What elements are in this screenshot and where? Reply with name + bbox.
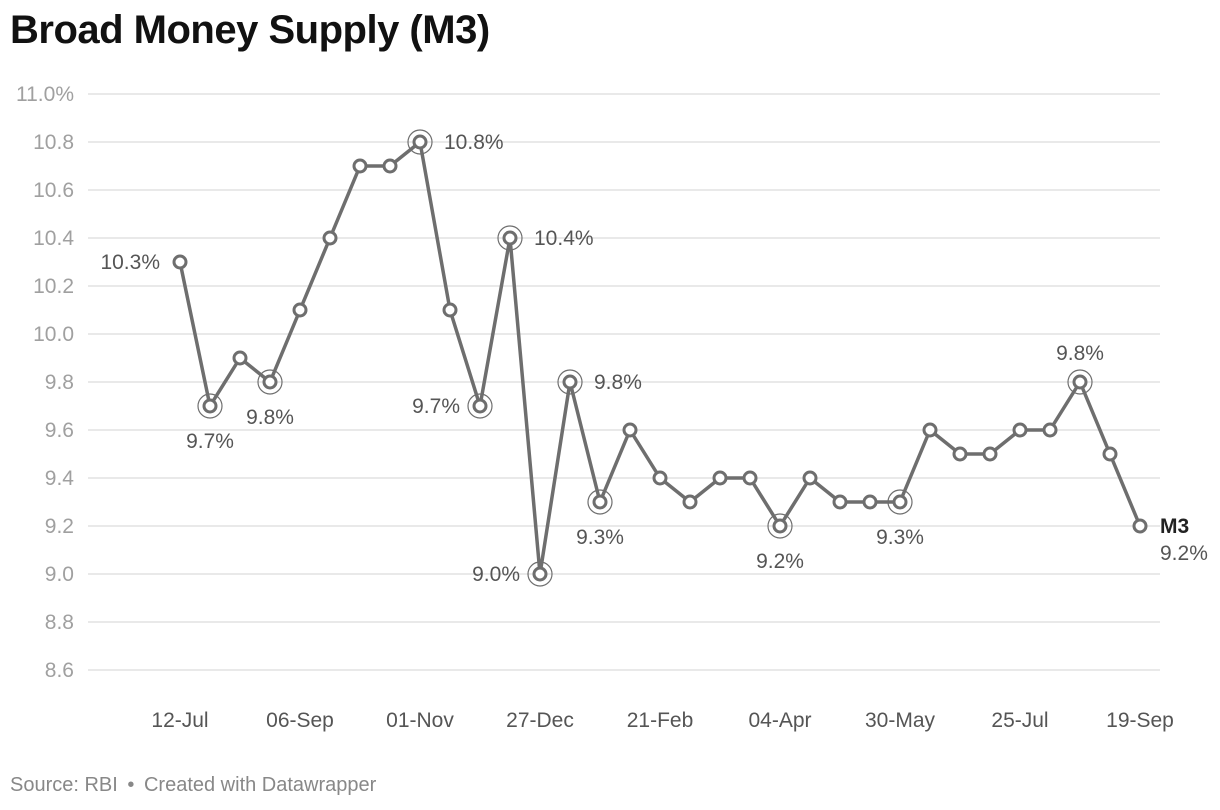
x-tick-label: 12-Jul — [151, 709, 208, 732]
data-point — [892, 494, 908, 510]
series-name-label: M3 — [1160, 515, 1189, 538]
data-point — [952, 446, 968, 462]
data-point — [292, 302, 308, 318]
x-tick-label: 30-May — [865, 709, 936, 732]
data-label: 9.7% — [186, 430, 234, 453]
chart-title: Broad Money Supply (M3) — [10, 8, 490, 52]
data-label: 9.8% — [1056, 342, 1104, 365]
data-point — [622, 422, 638, 438]
data-point — [1012, 422, 1028, 438]
highlight-ring — [767, 513, 793, 539]
y-tick-label: 10.6 — [33, 179, 74, 202]
data-label: 9.2% — [1160, 542, 1208, 565]
data-point — [1102, 446, 1118, 462]
y-tick-label: 8.6 — [45, 659, 74, 682]
data-point — [802, 470, 818, 486]
data-label: 9.3% — [876, 526, 924, 549]
data-point — [322, 230, 338, 246]
series-line — [178, 140, 1142, 576]
data-point — [652, 470, 668, 486]
data-point — [1042, 422, 1058, 438]
highlight-ring — [587, 489, 613, 515]
data-point — [562, 374, 578, 390]
data-label: 10.8% — [444, 131, 504, 154]
x-tick-label: 19-Sep — [1106, 709, 1174, 732]
data-label: 10.3% — [100, 251, 160, 274]
y-tick-label: 9.0 — [45, 563, 74, 586]
data-point — [922, 422, 938, 438]
data-point — [382, 158, 398, 174]
data-point — [682, 494, 698, 510]
y-tick-label: 9.6 — [45, 419, 74, 442]
data-point — [982, 446, 998, 462]
x-tick-label: 06-Sep — [266, 709, 334, 732]
highlight-ring — [1067, 369, 1093, 395]
y-axis-ticks: 11.0% 10.8 10.6 10.4 10.2 10.0 9.8 9.6 9.4 9.2 9.0… — [16, 83, 74, 682]
y-tick-label: 9.4 — [45, 467, 75, 490]
highlight-ring — [257, 369, 283, 395]
data-point — [532, 566, 548, 582]
data-label: 9.8% — [594, 371, 642, 394]
x-tick-label: 25-Jul — [991, 709, 1048, 732]
x-tick-label: 21-Feb — [627, 709, 694, 732]
gridlines — [88, 93, 1160, 671]
y-tick-label: 10.8 — [33, 131, 74, 154]
data-point — [352, 158, 368, 174]
data-point — [172, 254, 188, 270]
data-labels: 10.3% 9.7% 9.8% 10.8% 9.7% 10.4% 9.0% 9.8% 9.3% 9… — [100, 131, 1207, 586]
highlight-ring — [527, 561, 553, 587]
highlight-ring — [497, 225, 523, 251]
data-label: 10.4% — [534, 227, 594, 250]
x-tick-label: 27-Dec — [506, 709, 574, 732]
source-text: Source: RBI — [10, 774, 118, 796]
data-point — [742, 470, 758, 486]
y-tick-label: 10.4 — [33, 227, 74, 250]
footer: Source: RBI • Created with Datawrapper — [10, 774, 376, 797]
highlight-ring — [557, 369, 583, 395]
y-tick-label: 9.2 — [45, 515, 74, 538]
data-point — [412, 134, 428, 150]
y-tick-label: 10.0 — [33, 323, 74, 346]
data-point — [472, 398, 488, 414]
data-point — [442, 302, 458, 318]
data-point — [202, 398, 218, 414]
data-point — [232, 350, 248, 366]
highlight-ring — [887, 489, 913, 515]
y-tick-label: 11.0% — [16, 83, 74, 106]
data-point — [862, 494, 878, 510]
data-point — [772, 518, 788, 534]
highlight-ring — [197, 393, 223, 419]
data-label: 9.8% — [246, 406, 294, 429]
credit-text: Created with Datawrapper — [143, 774, 377, 796]
data-label: 9.2% — [756, 550, 804, 573]
data-point — [1132, 518, 1148, 534]
data-label: 9.7% — [412, 395, 460, 418]
data-point — [832, 494, 848, 510]
footer-separator: • — [127, 774, 135, 796]
data-point — [502, 230, 518, 246]
data-point — [592, 494, 608, 510]
series-m3 — [172, 129, 1148, 587]
highlight-ring — [407, 129, 433, 155]
x-tick-label: 01-Nov — [386, 709, 454, 732]
data-label: 9.0% — [472, 563, 520, 586]
data-point — [262, 374, 278, 390]
data-point — [1072, 374, 1088, 390]
line-chart: 11.0% 10.8 10.6 10.4 10.2 10.0 9.8 9.6 9.4 9.2 9.0… — [16, 83, 1208, 732]
data-point — [712, 470, 728, 486]
y-tick-label: 10.2 — [33, 275, 74, 298]
y-tick-label: 9.8 — [45, 371, 74, 394]
x-axis-ticks: 12-Jul 06-Sep 01-Nov 27-Dec 21-Feb 04-Apr 30-M… — [151, 709, 1173, 732]
highlight-ring — [467, 393, 493, 419]
x-tick-label: 04-Apr — [748, 709, 811, 732]
y-tick-label: 8.8 — [45, 611, 74, 634]
data-label: 9.3% — [576, 526, 624, 549]
